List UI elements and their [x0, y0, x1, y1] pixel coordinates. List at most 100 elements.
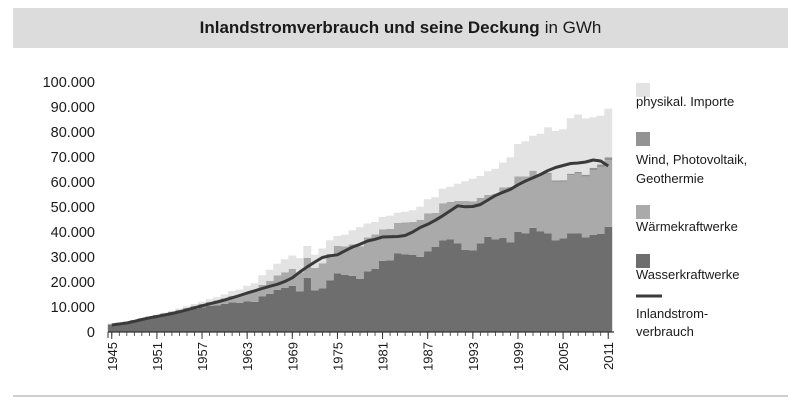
area-segment [498, 237, 507, 332]
area-segment [243, 292, 252, 302]
area-segment [280, 259, 289, 273]
area-segment [416, 219, 425, 257]
y-tick-label: 0 [87, 325, 95, 341]
area-segment [356, 227, 364, 247]
area-segment [461, 249, 470, 332]
area-segment [250, 301, 259, 332]
area-segment [137, 319, 146, 332]
area-segment [310, 290, 319, 332]
area-segment [340, 246, 349, 275]
x-tick-label: 2011 [601, 342, 616, 370]
area-segment [386, 260, 395, 332]
y-tick-label: 30.000 [51, 250, 95, 266]
area-segment [401, 211, 410, 223]
area-segment [243, 301, 252, 332]
area-segment [604, 160, 613, 227]
area-segment [476, 176, 485, 198]
series-wasserkraftwerke [107, 226, 613, 332]
area-segment [604, 157, 613, 161]
area-segment [378, 260, 387, 332]
area-segment [198, 307, 206, 332]
area-segment [356, 278, 364, 332]
area-segment [160, 312, 169, 314]
area-segment [205, 306, 214, 332]
y-tick-label: 40.000 [51, 225, 95, 241]
area-segment [401, 222, 410, 255]
area-segment [363, 223, 372, 238]
area-segment [596, 115, 605, 165]
area-segment [438, 188, 447, 204]
x-tick-label: 1999 [511, 342, 526, 371]
legend-item: physikal. Importe [636, 83, 734, 109]
area-segment [559, 238, 568, 332]
area-segment [468, 178, 477, 202]
area-segment [363, 237, 372, 272]
area-segment [145, 317, 154, 332]
area-segment [333, 273, 342, 332]
area-segment [318, 248, 327, 264]
y-tick-label: 90.000 [51, 100, 95, 116]
area-segment [190, 304, 199, 306]
area-segment [175, 308, 184, 310]
area-segment [408, 210, 417, 222]
area-segment [393, 212, 402, 223]
area-segment [228, 302, 237, 332]
area-segment [408, 255, 417, 332]
x-tick-label: 1981 [376, 342, 391, 371]
area-segment [258, 275, 267, 285]
area-segment [393, 223, 402, 254]
area-segment [461, 181, 470, 201]
area-segment [483, 236, 492, 332]
chart-title-bar: Inlandstromverbrauch und seine Deckung i… [13, 8, 788, 48]
area-segment [506, 157, 515, 187]
x-tick-label: 1993 [466, 342, 481, 371]
area-segment [589, 234, 598, 332]
legend-label: Wasserkraftwerke [636, 267, 740, 282]
area-segment [446, 202, 455, 240]
area-segment [348, 244, 357, 276]
area-segment [235, 302, 244, 332]
series-wind-photovoltaik-geothermie [529, 157, 613, 182]
area-segment [228, 291, 237, 296]
area-segment [152, 316, 161, 332]
area-segment [401, 254, 410, 332]
area-segment [581, 176, 590, 238]
y-tick-label: 100.000 [43, 75, 95, 91]
area-segment [220, 294, 229, 299]
area-segment [446, 239, 455, 332]
area-segment [371, 234, 380, 269]
bottom-divider [13, 395, 788, 397]
consumption-line [111, 158, 610, 327]
legend-item: Inlandstrom-verbrauch [636, 294, 708, 339]
area-segment [468, 250, 477, 332]
y-tick-label: 20.000 [51, 275, 95, 291]
area-segment [258, 285, 267, 297]
area-segment [340, 275, 349, 332]
area-segment [589, 167, 598, 170]
area-segment [498, 187, 507, 238]
chart-title-unit: in GWh [544, 18, 602, 37]
area-segment [453, 183, 462, 201]
legend-item: Wasserkraftwerke [636, 254, 740, 282]
area-segment [581, 174, 590, 177]
area-segment [483, 171, 492, 195]
area-segment [295, 272, 304, 292]
area-segment [521, 176, 530, 234]
area-segment [333, 236, 342, 246]
legend-label: Wind, Photovoltaik, [636, 152, 747, 167]
area-segment [529, 171, 537, 228]
area-segment [265, 269, 274, 281]
y-tick-label: 60.000 [51, 175, 95, 191]
area-segment [423, 213, 432, 252]
area-segment [318, 263, 327, 289]
x-tick-label: 1963 [240, 342, 255, 371]
area-segment [265, 293, 274, 332]
legend-item: Wind, Photovoltaik, Geothermie [636, 132, 747, 186]
area-segment [220, 303, 229, 332]
x-tick-label: 1951 [150, 342, 165, 371]
area-segment [514, 144, 522, 177]
area-segment [544, 127, 553, 173]
area-segment [288, 255, 297, 269]
area-segment [371, 222, 380, 235]
